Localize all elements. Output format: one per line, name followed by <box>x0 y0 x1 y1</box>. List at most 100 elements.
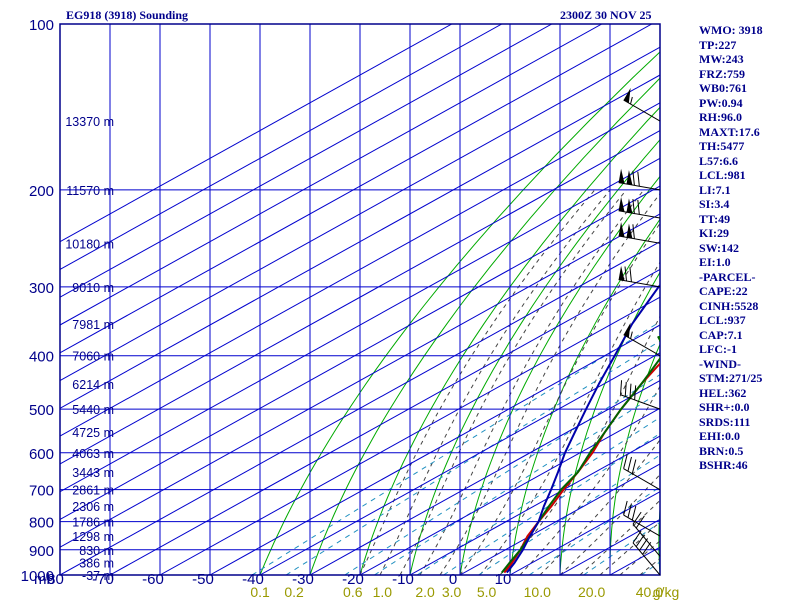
mixing-ratio-label: 2.0 <box>415 584 435 600</box>
background-grid <box>60 24 800 575</box>
isotherm <box>259 352 660 575</box>
isotherm <box>109 268 660 575</box>
wind-barb-staff <box>623 334 661 357</box>
height-label: 1298 m <box>72 530 114 544</box>
wind-barb <box>623 322 661 357</box>
wind-barb-flag <box>618 196 625 212</box>
wind-barb-feather <box>637 171 640 187</box>
index-row: L57:6.6 <box>699 153 738 168</box>
wind-barbs <box>618 87 661 576</box>
moist-adiabat <box>459 222 660 575</box>
dry-adiabat <box>509 218 660 575</box>
wind-barb-feather <box>624 381 627 397</box>
wind-barb-feather <box>631 505 637 521</box>
dry-adiabat <box>259 51 660 575</box>
index-row: -WIND- <box>699 356 741 371</box>
x-axis-label: mb <box>34 571 55 588</box>
moist-adiabat <box>379 189 611 575</box>
dry-adiabat <box>609 343 660 575</box>
wind-barb-feather <box>632 530 642 544</box>
wind-barb <box>623 454 661 491</box>
wind-barb-half-feather <box>630 331 633 339</box>
mixing-ratio-label: 0.1 <box>250 584 270 600</box>
wind-barb-flag <box>626 198 633 214</box>
height-label: 830 m <box>79 544 114 558</box>
wind-barb <box>623 500 661 537</box>
height-label: 2861 m <box>72 484 114 498</box>
wind-barb-feather <box>637 199 640 215</box>
height-label: 7060 m <box>72 350 114 364</box>
pressure-label: 400 <box>29 349 54 366</box>
isotherm <box>309 379 660 575</box>
wind-barb-flag <box>618 265 625 281</box>
chart-title: EG918 (3918) Sounding <box>66 8 189 22</box>
wind-barb-feather <box>632 199 635 214</box>
wind-barb-staff <box>623 99 661 122</box>
mixing-ratio-label: 40.0 <box>636 584 663 600</box>
index-row: WB0:761 <box>699 81 747 95</box>
temperature-tick-label: 0 <box>449 571 457 588</box>
wind-barb-feather <box>632 170 635 186</box>
mixing-ratio-line <box>529 486 660 575</box>
isotherm <box>60 74 660 409</box>
dry-adiabat <box>559 271 660 575</box>
mixing-ratio-label: 3.0 <box>442 584 462 600</box>
dry-adiabat <box>797 24 800 575</box>
index-row: EHI:0.0 <box>699 429 741 443</box>
isotherm <box>60 46 660 382</box>
pressure-label: 300 <box>29 280 54 297</box>
height-label: 4063 m <box>72 447 114 461</box>
wind-barb-feather <box>620 380 623 395</box>
height-label: 2306 m <box>72 500 114 514</box>
wind-barb-flag <box>623 87 631 104</box>
isotherm <box>209 324 660 575</box>
wind-barb-feather <box>623 454 628 469</box>
mixing-ratio-line <box>285 340 660 575</box>
height-label: 386 m <box>79 557 114 571</box>
mixing-ratio-label: 0.6 <box>343 584 363 600</box>
height-label: 7981 m <box>72 318 114 332</box>
wind-barb <box>618 265 661 288</box>
wind-barb-feather <box>629 267 632 282</box>
index-row: -PARCEL- <box>699 269 756 284</box>
dry-adiabat <box>658 502 660 575</box>
height-label: 11570 m <box>66 184 114 198</box>
index-row: KI:29 <box>699 226 729 240</box>
temperature-tick-label: -30 <box>292 571 314 588</box>
wind-barb-staff <box>623 514 661 537</box>
wind-barb-flag <box>626 170 633 186</box>
wind-barb-feather <box>635 515 645 529</box>
index-row: LCL:981 <box>699 168 746 182</box>
index-row: FRZ:759 <box>699 66 745 81</box>
wind-barb-feather <box>639 538 648 551</box>
isotherm <box>459 463 660 575</box>
wind-barb <box>618 196 661 219</box>
index-row: RH:96.0 <box>699 110 742 124</box>
height-label: 3443 m <box>72 466 114 480</box>
wind-barb-half-feather <box>630 96 633 105</box>
pressure-label: 900 <box>29 543 54 560</box>
height-label: 1786 m <box>72 516 114 530</box>
wind-barb-feather <box>623 500 628 516</box>
index-row: EI:1.0 <box>699 255 731 269</box>
wind-barb <box>618 222 661 244</box>
isotherm <box>60 24 503 271</box>
wind-barb-staff <box>623 468 661 491</box>
moist-adiabat <box>579 499 660 575</box>
wind-barb-staff <box>618 279 661 288</box>
isotherm <box>60 157 660 493</box>
plot-border <box>59 23 661 576</box>
index-row: LFC:-1 <box>699 342 737 356</box>
height-label: -37 m <box>82 569 114 583</box>
index-row: MW:243 <box>699 52 744 66</box>
height-label: 13370 m <box>65 115 114 129</box>
index-row: CAPE:22 <box>699 284 748 298</box>
height-label: 5440 m <box>72 403 114 417</box>
mixing-ratio-label: 10.0 <box>524 584 551 600</box>
isotherm <box>60 213 660 548</box>
index-row: TP:227 <box>699 37 737 52</box>
height-label: 6214 m <box>72 378 114 392</box>
wind-barb-feather <box>635 534 645 547</box>
